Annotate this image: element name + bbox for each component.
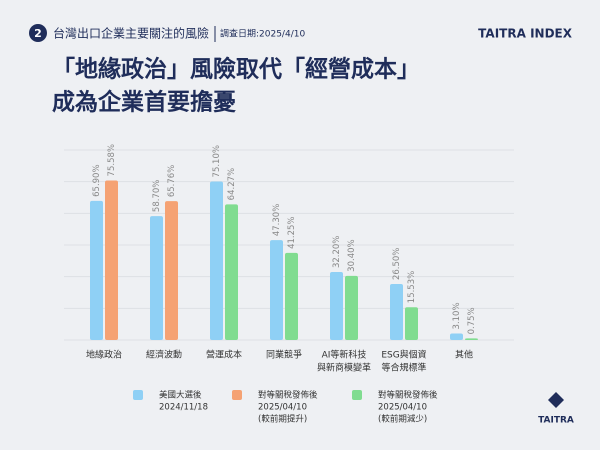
bar	[450, 333, 463, 340]
legend-label: 美國大選後	[159, 390, 202, 401]
title-line: 「地緣政治」風險取代「經營成本」	[52, 56, 420, 83]
bar	[105, 180, 118, 340]
value-label: 15.53%	[407, 271, 417, 303]
legend-label: 對等關稅發佈後	[378, 390, 438, 401]
legend-label: (較前期提升)	[258, 414, 307, 425]
bar	[465, 338, 478, 340]
topic: 台灣出口企業主要關注的風險	[53, 26, 209, 41]
logo: TAITRA	[538, 392, 574, 426]
bar	[285, 252, 298, 340]
legend-label: 對等關稅發佈後	[258, 390, 318, 401]
bar	[165, 201, 178, 340]
x-tick-label: AI等新科技	[322, 349, 367, 361]
bar	[345, 275, 358, 340]
legend-swatch	[133, 390, 143, 400]
value-label: 75.10%	[212, 145, 222, 177]
value-label: 30.40%	[347, 239, 357, 271]
badge	[29, 24, 47, 42]
bar	[270, 240, 283, 340]
x-tick-label: 同業競爭	[266, 349, 302, 361]
x-tick-label: 與新商模變革	[317, 362, 371, 374]
value-label: 3.10%	[452, 302, 462, 329]
survey-date: 調查日期:2025/4/10	[220, 28, 305, 40]
value-label: 65.90%	[92, 164, 102, 196]
value-label: 65.76%	[167, 165, 177, 197]
value-label: 47.30%	[272, 204, 282, 236]
x-tick-label: 其他	[455, 349, 473, 361]
x-tick-label: 等合規標準	[381, 362, 426, 374]
legend-label: 2024/11/18	[159, 403, 208, 413]
title-line: 成為企業首要擔憂	[52, 89, 236, 116]
value-label: 32.20%	[332, 236, 342, 268]
value-label: 26.50%	[392, 248, 402, 280]
value-label: 0.75%	[467, 307, 477, 334]
value-label: 64.27%	[227, 168, 237, 200]
bar	[330, 272, 343, 340]
brand: TAITRA INDEX	[478, 27, 573, 41]
value-label: 58.70%	[152, 180, 162, 212]
x-tick-label: ESG與個資	[381, 349, 426, 361]
legend-label: (較前期減少)	[378, 414, 427, 425]
logo-text: TAITRA	[538, 416, 574, 426]
value-label: 75.58%	[107, 144, 117, 176]
bar	[150, 216, 163, 340]
badge-number: 2	[34, 27, 42, 40]
bar	[405, 307, 418, 340]
x-tick-label: 營運成本	[206, 349, 242, 361]
legend-label: 2025/04/10	[258, 403, 307, 413]
x-tick-label: 經濟波動	[146, 349, 182, 361]
legend-swatch	[232, 390, 242, 400]
bar	[225, 204, 238, 340]
x-tick-label: 地緣政治	[86, 349, 122, 361]
value-label: 41.25%	[287, 216, 297, 248]
legend-swatch	[352, 390, 362, 400]
bar	[210, 181, 223, 340]
bar	[90, 200, 103, 340]
bar	[390, 284, 403, 340]
legend-label: 2025/04/10	[378, 403, 427, 413]
